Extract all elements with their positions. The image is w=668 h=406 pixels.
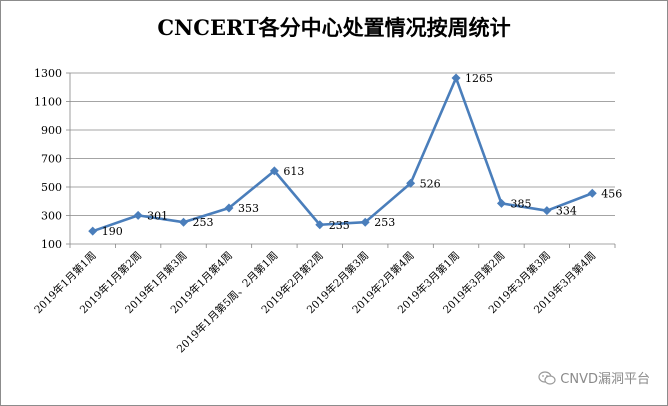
data-point (133, 210, 143, 220)
y-tick-label: 500 (41, 181, 62, 194)
data-point (496, 198, 506, 208)
series (88, 73, 597, 236)
y-tick-label: 700 (41, 153, 62, 166)
data-point (451, 73, 461, 83)
series-line (92, 76, 593, 233)
data-point (542, 206, 552, 216)
data-point (360, 217, 370, 227)
y-tick-label: 1100 (34, 96, 62, 109)
watermark-text: CNVD漏洞平台 (560, 372, 650, 387)
data-label: 1265 (465, 72, 493, 85)
y-tick-labels: 100 300 500 700 900 1100 1300 (34, 67, 62, 251)
y-tick-label: 1300 (34, 67, 62, 80)
chart-title: CNCERT各分中心处置情况按周统计 (157, 15, 511, 40)
data-label: 334 (556, 205, 577, 218)
data-label: 456 (601, 187, 622, 200)
data-point (88, 226, 98, 236)
y-tick-label: 300 (41, 210, 62, 223)
data-point (315, 220, 325, 230)
data-label: 613 (283, 165, 304, 178)
y-tick-label: 100 (41, 238, 62, 251)
wechat-icon (538, 370, 556, 385)
axes (66, 72, 616, 248)
data-point (269, 166, 279, 176)
data-label: 190 (102, 225, 123, 238)
data-label: 235 (329, 219, 350, 232)
data-label: 526 (420, 177, 441, 190)
data-label: 385 (510, 197, 531, 210)
y-tick-label: 900 (41, 124, 62, 137)
x-tick-labels: 2019年1月第1周2019年1月第2周2019年1月第3周2019年1月第4周… (32, 249, 599, 355)
data-label: 301 (147, 209, 168, 222)
data-label: 253 (193, 216, 214, 229)
data-point (179, 217, 189, 227)
data-point (224, 203, 234, 213)
watermark: CNVD漏洞平台 (538, 368, 650, 387)
data-label: 353 (238, 202, 259, 215)
data-label: 253 (374, 216, 395, 229)
gridlines (70, 72, 615, 216)
data-labels: 190 301 253 353 613 235 253 526 1265 385 334 456 (102, 72, 623, 238)
data-point (406, 178, 416, 188)
data-point (587, 188, 597, 198)
